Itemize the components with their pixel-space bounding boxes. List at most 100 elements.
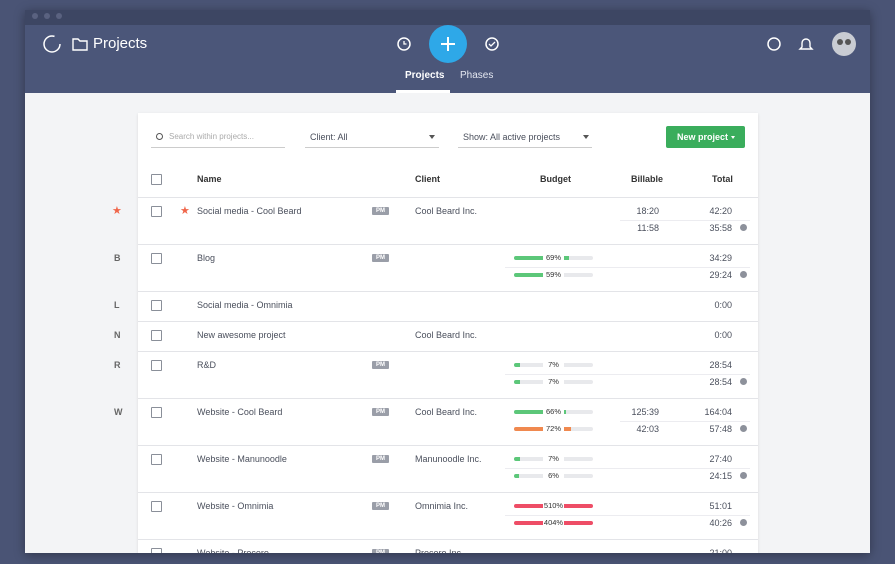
- total-time: 35:58: [709, 223, 732, 233]
- search-icon: [156, 133, 163, 140]
- timer-icon[interactable]: [397, 37, 411, 51]
- total-time: 40:26: [709, 518, 732, 528]
- billable-time: 125:39: [631, 407, 659, 417]
- project-name[interactable]: Social media - Cool Beard: [197, 206, 302, 216]
- total-time: 28:54: [709, 377, 732, 387]
- caret: [583, 135, 589, 142]
- tab[interactable]: Projects: [405, 70, 445, 81]
- total-time: 42:20: [709, 206, 732, 216]
- row-divider: [138, 539, 758, 540]
- budget-bar: [514, 410, 567, 414]
- person-icon[interactable]: [740, 425, 747, 432]
- total-time: 21:00: [709, 548, 732, 553]
- client-name: Cool Beard Inc.: [415, 330, 478, 340]
- project-name[interactable]: Website - Precero: [197, 548, 269, 553]
- budget-label: 59%: [543, 269, 564, 281]
- sub-divider: [505, 374, 750, 375]
- show-filter[interactable]: Show: All active projects: [463, 132, 561, 142]
- budget-label: 66%: [543, 406, 564, 418]
- header-icons: [32, 13, 856, 93]
- client-name: Precero Inc.: [415, 548, 464, 553]
- row-divider: [138, 398, 758, 399]
- new-project-button[interactable]: [666, 126, 745, 148]
- project-name[interactable]: Website - Omnimia: [197, 501, 274, 511]
- checkbox[interactable]: [151, 330, 162, 341]
- help-icon[interactable]: [767, 37, 781, 51]
- caret: [731, 136, 735, 141]
- show-underline: [458, 147, 592, 148]
- person-icon[interactable]: [740, 378, 747, 385]
- person-icon[interactable]: [740, 224, 747, 231]
- checkbox[interactable]: [151, 360, 162, 371]
- project-name[interactable]: Blog: [197, 253, 216, 263]
- billable-time: 18:20: [636, 206, 659, 216]
- total-time: 0:00: [714, 330, 732, 340]
- bell-icon[interactable]: [798, 38, 814, 50]
- active-tab-indicator: [396, 90, 450, 93]
- sub-divider: [620, 220, 750, 221]
- checkbox[interactable]: [151, 548, 162, 553]
- project-name[interactable]: Social media - Omnimia: [197, 300, 293, 310]
- checkbox[interactable]: [151, 407, 162, 418]
- column-header: Client: [415, 174, 441, 184]
- total-time: 27:40: [709, 454, 732, 464]
- total-time: 164:04: [704, 407, 732, 417]
- page-title: Projects: [93, 35, 148, 52]
- tab[interactable]: Phases: [460, 70, 494, 81]
- checkbox[interactable]: [151, 454, 162, 465]
- caret: [429, 135, 435, 142]
- pm-badge: PM: [372, 408, 389, 416]
- budget-label: 510%: [543, 500, 564, 512]
- budget-bar: [514, 380, 520, 384]
- client-filter[interactable]: Client: All: [310, 132, 348, 142]
- row-divider: [138, 197, 758, 198]
- pm-badge: PM: [372, 254, 389, 262]
- row-divider: [138, 492, 758, 493]
- pm-badge: PM: [372, 207, 389, 215]
- column-header: Billable: [631, 174, 664, 184]
- tasks-icon[interactable]: [485, 37, 499, 51]
- client-name: Cool Beard Inc.: [415, 407, 478, 417]
- budget-label: 7%: [543, 376, 564, 388]
- checkbox[interactable]: [151, 501, 162, 512]
- client-underline: [305, 147, 439, 148]
- pm-badge: PM: [372, 361, 389, 369]
- group-letter: B: [114, 253, 121, 263]
- billable-time: 11:58: [637, 223, 659, 233]
- pm-badge: PM: [372, 455, 389, 463]
- logo[interactable]: [43, 35, 61, 53]
- star-icon[interactable]: ★: [180, 205, 190, 217]
- project-name[interactable]: Website - Manunoodle: [197, 454, 287, 464]
- budget-label: 72%: [543, 423, 564, 435]
- budget-label: 7%: [543, 359, 564, 371]
- person-icon[interactable]: [740, 519, 747, 526]
- checkbox[interactable]: [151, 206, 162, 217]
- checkbox[interactable]: [151, 174, 162, 185]
- total-time: 28:54: [709, 360, 732, 370]
- person-icon[interactable]: [740, 271, 747, 278]
- project-name[interactable]: Website - Cool Beard: [197, 407, 283, 417]
- avatar[interactable]: [832, 32, 856, 56]
- total-time: 34:29: [709, 253, 732, 263]
- column-header: Name: [197, 174, 222, 184]
- row-divider: [138, 244, 758, 245]
- column-header: Total: [712, 174, 733, 184]
- search-input[interactable]: Search within projects...: [169, 132, 254, 141]
- row-divider: [138, 351, 758, 352]
- client-name: Manunoodle Inc.: [415, 454, 482, 464]
- total-time: 24:15: [709, 471, 732, 481]
- person-icon[interactable]: [740, 472, 747, 479]
- budget-bar: [514, 474, 519, 478]
- sub-divider: [505, 468, 750, 469]
- new-project-label[interactable]: New project: [677, 132, 729, 142]
- project-name[interactable]: R&D: [197, 360, 217, 370]
- client-name: Cool Beard Inc.: [415, 206, 478, 216]
- row-divider: [138, 445, 758, 446]
- app-window: Projects Projects Phases Search within proj…: [25, 10, 870, 553]
- project-name[interactable]: New awesome project: [197, 330, 286, 340]
- checkbox[interactable]: [151, 300, 162, 311]
- client-name: Omnimia Inc.: [415, 501, 469, 511]
- budget-label: 6%: [543, 470, 564, 482]
- checkbox[interactable]: [151, 253, 162, 264]
